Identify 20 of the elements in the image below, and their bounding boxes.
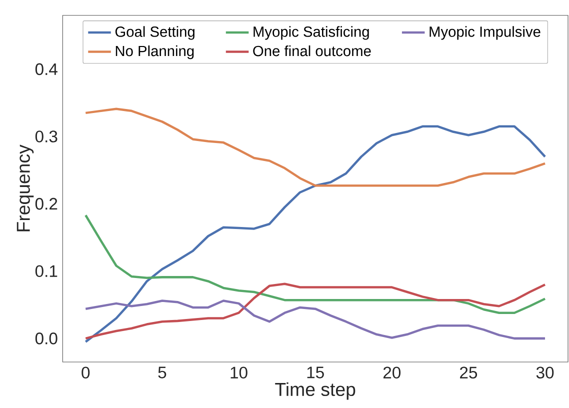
y-tick-label: 0.3 [35, 130, 58, 142]
y-tick-label: 0.2 [35, 198, 58, 210]
x-tick-label: 25 [460, 366, 478, 379]
legend-label: No Planning [116, 45, 194, 60]
legend-label: Myopic Satisficing [254, 26, 369, 40]
x-tick-label: 15 [307, 366, 324, 378]
x-axis-title: Time step [275, 382, 356, 400]
y-axis-title: Frequency [16, 144, 34, 232]
y-tick-label: 0.1 [35, 265, 58, 278]
y-tick-label: 0.0 [35, 332, 58, 344]
x-tick-label: 30 [536, 366, 554, 379]
y-tick-label: 0.4 [35, 63, 58, 76]
x-tick-label: 10 [230, 366, 248, 379]
x-tick-label: 20 [383, 366, 401, 379]
legend-label: One final outcome [253, 45, 371, 56]
x-tick-label: 5 [158, 366, 166, 378]
legend-label: Myopic Impulsive [430, 26, 540, 40]
line-series [84, 125, 546, 343]
x-tick-label: 0 [82, 366, 90, 379]
legend-label: Goal Setting [115, 26, 194, 40]
